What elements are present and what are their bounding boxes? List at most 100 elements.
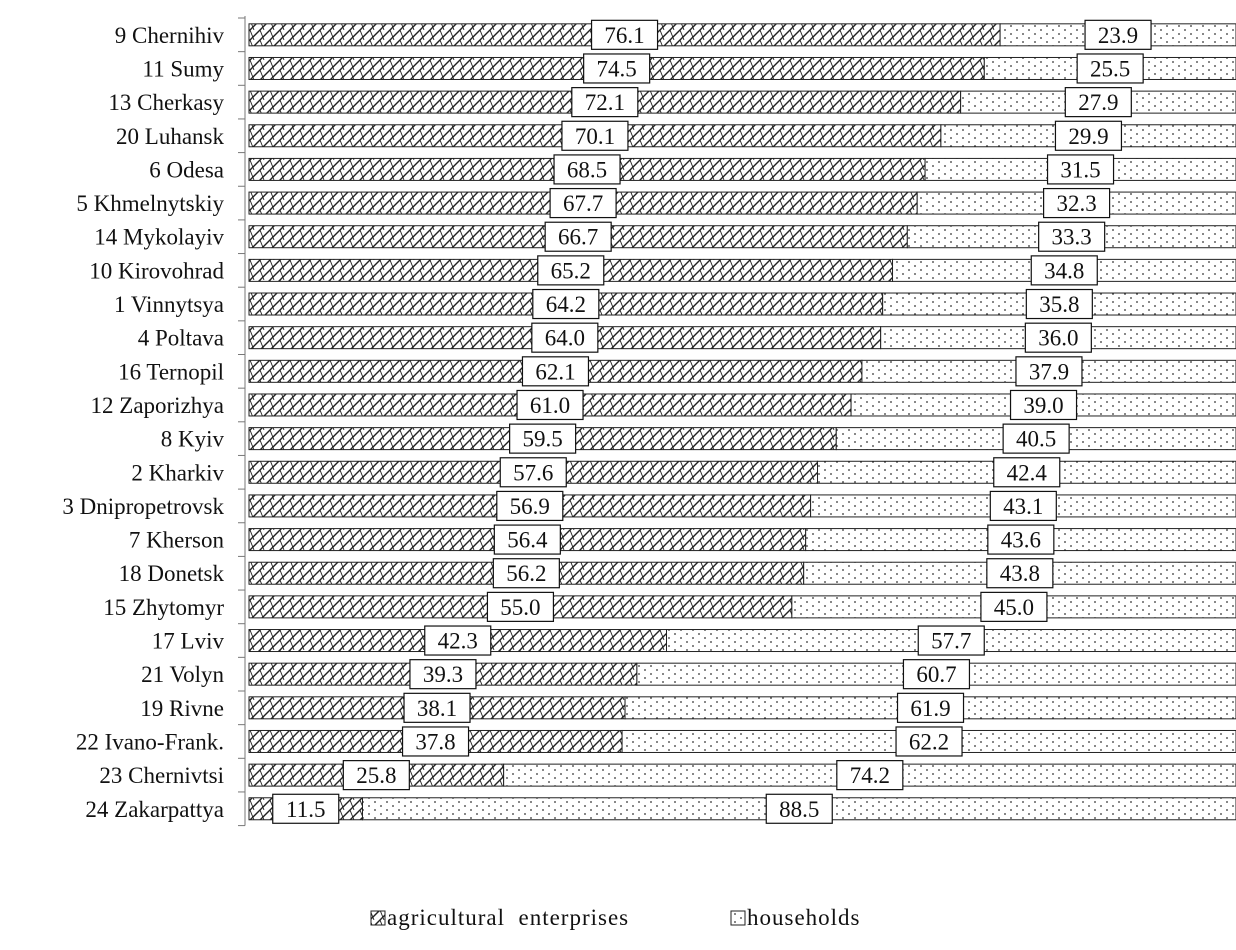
data-label-box-agricultural-enterprises-15-zhytomyr (486, 591, 555, 622)
data-label-box-agricultural-enterprises-23-chernivtsi (342, 760, 410, 791)
legend-swatch-households (730, 910, 746, 926)
data-label-box-agricultural-enterprises-8-kyiv (509, 423, 577, 454)
data-label-box-households-7-kherson (987, 524, 1055, 555)
category-label-24-zakarpattya: 24 Zakarpattya (85, 797, 224, 822)
data-label-households-12-zaporizhya: 39.0 (1023, 393, 1063, 418)
data-label-households-3-dnipropetrovsk: 43.1 (1003, 494, 1043, 519)
data-label-agricultural-enterprises-11-sumy: 74.5 (597, 56, 637, 81)
data-label-box-households-11-sumy (1076, 53, 1144, 84)
category-label-20-luhansk: 20 Luhansk (116, 124, 224, 149)
data-label-households-5-khmelnytskiy: 32.3 (1056, 191, 1096, 216)
data-label-box-households-22-ivano-frank (895, 726, 963, 757)
data-label-box-households-15-zhytomyr (980, 591, 1048, 622)
data-label-households-21-volyn: 60.7 (916, 662, 956, 687)
category-label-19-rivne: 19 Rivne (140, 696, 224, 721)
data-label-households-2-kharkiv: 42.4 (1007, 460, 1048, 485)
data-label-households-18-donetsk: 43.8 (1000, 561, 1040, 586)
data-label-box-agricultural-enterprises-2-kharkiv (499, 457, 567, 488)
data-label-households-14-mykolayiv: 33.3 (1052, 225, 1092, 250)
data-label-box-households-21-volyn (902, 659, 971, 690)
legend: agricultural enterprises households (370, 905, 861, 930)
category-label-21-volyn: 21 Volyn (141, 662, 224, 687)
data-label-box-households-23-chernivtsi (836, 760, 904, 791)
data-label-agricultural-enterprises-20-luhansk: 70.1 (575, 124, 615, 149)
category-label-5-khmelnytskiy: 5 Khmelnytskiy (76, 191, 224, 216)
category-label-13-cherkasy: 13 Cherkasy (108, 90, 224, 115)
data-label-agricultural-enterprises-10-kirovohrad: 65.2 (551, 258, 591, 283)
data-label-agricultural-enterprises-21-volyn: 39.3 (423, 662, 463, 687)
category-label-11-sumy: 11 Sumy (142, 56, 224, 81)
data-label-agricultural-enterprises-6-odesa: 68.5 (567, 157, 607, 182)
data-label-households-22-ivano-frank: 62.2 (909, 729, 949, 754)
data-label-agricultural-enterprises-16-ternopil: 62.1 (535, 359, 575, 384)
data-label-households-8-kyiv: 40.5 (1016, 427, 1056, 452)
data-label-box-agricultural-enterprises-9-chernihiv (590, 19, 659, 50)
legend-swatch-agricultural-enterprises (370, 910, 386, 926)
data-label-agricultural-enterprises-9-chernihiv: 76.1 (604, 23, 644, 48)
legend-label-agricultural-enterprises: agricultural enterprises (387, 905, 629, 930)
data-label-box-agricultural-enterprises-21-volyn (409, 659, 477, 690)
data-label-box-agricultural-enterprises-12-zaporizhya (516, 389, 584, 421)
category-label-2-kharkiv: 2 Kharkiv (131, 460, 224, 485)
data-label-box-agricultural-enterprises-11-sumy (583, 53, 651, 84)
data-label-box-households-2-kharkiv (993, 457, 1061, 488)
category-label-3-dnipropetrovsk: 3 Dnipropetrovsk (62, 494, 224, 519)
data-label-agricultural-enterprises-22-ivano-frank: 37.8 (415, 729, 455, 754)
category-label-8-kyiv: 8 Kyiv (161, 427, 225, 452)
category-label-1-vinnytsya: 1 Vinnytsya (114, 292, 224, 317)
data-label-box-agricultural-enterprises-10-kirovohrad (537, 255, 605, 286)
data-label-agricultural-enterprises-19-rivne: 38.1 (417, 696, 457, 721)
data-label-box-agricultural-enterprises-4-poltava (531, 322, 599, 353)
data-label-box-agricultural-enterprises-1-vinnytsya (532, 288, 600, 320)
data-label-box-households-12-zaporizhya (1009, 389, 1078, 421)
data-label-box-households-10-kirovohrad (1030, 255, 1098, 286)
data-label-box-households-17-lviv (917, 625, 985, 656)
data-label-box-households-8-kyiv (1002, 423, 1070, 454)
data-label-households-6-odesa: 31.5 (1060, 157, 1100, 182)
data-label-agricultural-enterprises-3-dnipropetrovsk: 56.9 (510, 494, 550, 519)
data-label-households-7-kherson: 43.6 (1001, 528, 1041, 553)
data-label-households-24-zakarpattya: 88.5 (779, 797, 819, 822)
data-label-households-23-chernivtsi: 74.2 (850, 763, 890, 788)
data-label-box-households-14-mykolayiv (1038, 221, 1106, 252)
data-label-box-agricultural-enterprises-18-donetsk (492, 558, 560, 589)
data-label-box-agricultural-enterprises-5-khmelnytskiy (549, 187, 617, 219)
data-label-households-9-chernihiv: 23.9 (1098, 23, 1138, 48)
data-label-households-20-luhansk: 29.9 (1068, 124, 1108, 149)
data-label-households-19-rivne: 61.9 (910, 696, 950, 721)
data-label-box-agricultural-enterprises-7-kherson (493, 524, 561, 555)
data-label-agricultural-enterprises-7-kherson: 56.4 (507, 528, 548, 553)
data-label-box-households-19-rivne (896, 692, 965, 723)
data-label-box-households-24-zakarpattya (765, 793, 833, 824)
data-label-agricultural-enterprises-17-lviv: 42.3 (438, 629, 478, 654)
data-label-agricultural-enterprises-1-vinnytsya: 64.2 (546, 292, 586, 317)
data-label-box-agricultural-enterprises-14-mykolayiv (544, 221, 612, 252)
data-label-agricultural-enterprises-5-khmelnytskiy: 67.7 (563, 191, 603, 216)
category-label-10-kirovohrad: 10 Kirovohrad (89, 258, 224, 283)
data-label-box-agricultural-enterprises-22-ivano-frank (401, 726, 470, 757)
data-label-households-1-vinnytsya: 35.8 (1039, 292, 1079, 317)
data-label-box-households-18-donetsk (986, 558, 1054, 589)
data-label-box-households-6-odesa (1046, 154, 1115, 185)
data-label-households-4-poltava: 36.0 (1038, 326, 1078, 351)
category-label-23-chernivtsi: 23 Chernivtsi (99, 763, 224, 788)
data-label-agricultural-enterprises-2-kharkiv: 57.6 (513, 460, 553, 485)
data-label-households-16-ternopil: 37.9 (1029, 359, 1069, 384)
data-label-box-households-9-chernihiv (1084, 19, 1152, 50)
data-label-box-households-13-cherkasy (1064, 87, 1132, 118)
category-label-16-ternopil: 16 Ternopil (118, 359, 224, 384)
data-label-box-households-20-luhansk (1054, 120, 1123, 151)
category-label-12-zaporizhya: 12 Zaporizhya (91, 393, 224, 418)
category-label-9-chernihiv: 9 Chernihiv (115, 23, 225, 48)
data-label-box-agricultural-enterprises-13-cherkasy (571, 87, 639, 118)
category-label-17-lviv: 17 Lviv (152, 629, 225, 654)
category-label-4-poltava: 4 Poltava (138, 326, 224, 351)
data-label-box-agricultural-enterprises-6-odesa (553, 154, 621, 185)
data-label-households-17-lviv: 57.7 (931, 629, 971, 654)
data-label-agricultural-enterprises-23-chernivtsi: 25.8 (356, 763, 396, 788)
data-label-box-households-4-poltava (1024, 322, 1092, 353)
data-label-agricultural-enterprises-14-mykolayiv: 66.7 (558, 225, 598, 250)
legend-label-households: households (747, 905, 861, 930)
data-label-agricultural-enterprises-12-zaporizhya: 61.0 (530, 393, 570, 418)
category-label-15-zhytomyr: 15 Zhytomyr (103, 595, 224, 620)
